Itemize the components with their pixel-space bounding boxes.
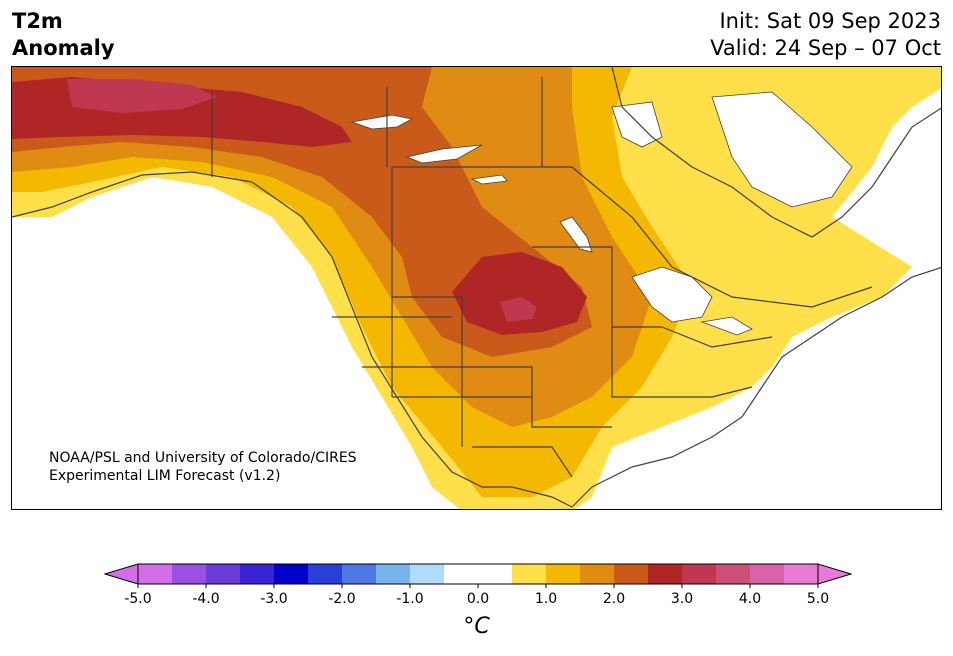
colorbar-max-extension (817, 563, 852, 585)
colorbar-tick-label: 1.0 (535, 591, 557, 607)
colorbar-min-extension (104, 563, 139, 585)
credit-line-2: Experimental LIM Forecast (v1.2) (49, 468, 281, 484)
colorbar-cell (240, 564, 275, 584)
colorbar-cells (138, 564, 819, 584)
colorbar-tick-label: 5.0 (807, 591, 829, 607)
colorbar: -5.0 -4.0 -3.0 -2.0 -1.0 0.0 1.0 2.0 3.0 4.0 5.0 (104, 563, 852, 607)
colorbar-cell (580, 564, 615, 584)
colorbar-tick-label: 2.0 (603, 591, 625, 607)
colorbar-cell (444, 564, 479, 584)
lakes (350, 91, 853, 336)
colorbar-cell (716, 564, 751, 584)
colorbar-cell (206, 564, 241, 584)
colorbar-tick-label: 3.0 (671, 591, 693, 607)
map-canvas (12, 67, 941, 509)
colorbar-unit: °C (463, 614, 490, 639)
colorbar-ticks: -5.0 -4.0 -3.0 -2.0 -1.0 0.0 1.0 2.0 3.0 4.0 5.0 (124, 584, 829, 607)
colorbar-cell (274, 564, 309, 584)
colorbar-cell (138, 564, 173, 584)
valid-dates: Valid: 24 Sep – 07 Oct (710, 36, 941, 60)
colorbar-cell (342, 564, 377, 584)
anomaly-shading (12, 67, 941, 509)
colorbar-tick-label: 0.0 (467, 591, 489, 607)
colorbar-cell (614, 564, 649, 584)
colorbar-tick-label: -3.0 (260, 591, 287, 607)
colorbar-cell (478, 564, 513, 584)
anomaly-map (11, 66, 942, 510)
colorbar-cell (750, 564, 785, 584)
variable-label: T2m (12, 9, 63, 33)
colorbar-cell (410, 564, 445, 584)
colorbar-tick-label: -2.0 (328, 591, 355, 607)
colorbar-tick-label: -4.0 (192, 591, 219, 607)
colorbar-cell (376, 564, 411, 584)
colorbar-cell (648, 564, 683, 584)
credit-line-1: NOAA/PSL and University of Colorado/CIRE… (49, 450, 357, 466)
colorbar-cell (546, 564, 581, 584)
colorbar-cell (682, 564, 717, 584)
init-date: Init: Sat 09 Sep 2023 (719, 9, 941, 33)
colorbar-cell (172, 564, 207, 584)
anomaly-label: Anomaly (12, 36, 115, 60)
colorbar-cell (512, 564, 547, 584)
figure-title: T2m Anomaly (12, 8, 115, 62)
colorbar-tick-label: 4.0 (739, 591, 761, 607)
map-credit: NOAA/PSL and University of Colorado/CIRE… (49, 449, 357, 485)
coastlines-and-borders (12, 67, 941, 508)
colorbar-tick-label: -5.0 (124, 591, 151, 607)
forecast-dates: Init: Sat 09 Sep 2023 Valid: 24 Sep – 07… (710, 8, 941, 62)
colorbar-cell (308, 564, 343, 584)
colorbar-tick-label: -1.0 (396, 591, 423, 607)
colorbar-cell (784, 564, 819, 584)
